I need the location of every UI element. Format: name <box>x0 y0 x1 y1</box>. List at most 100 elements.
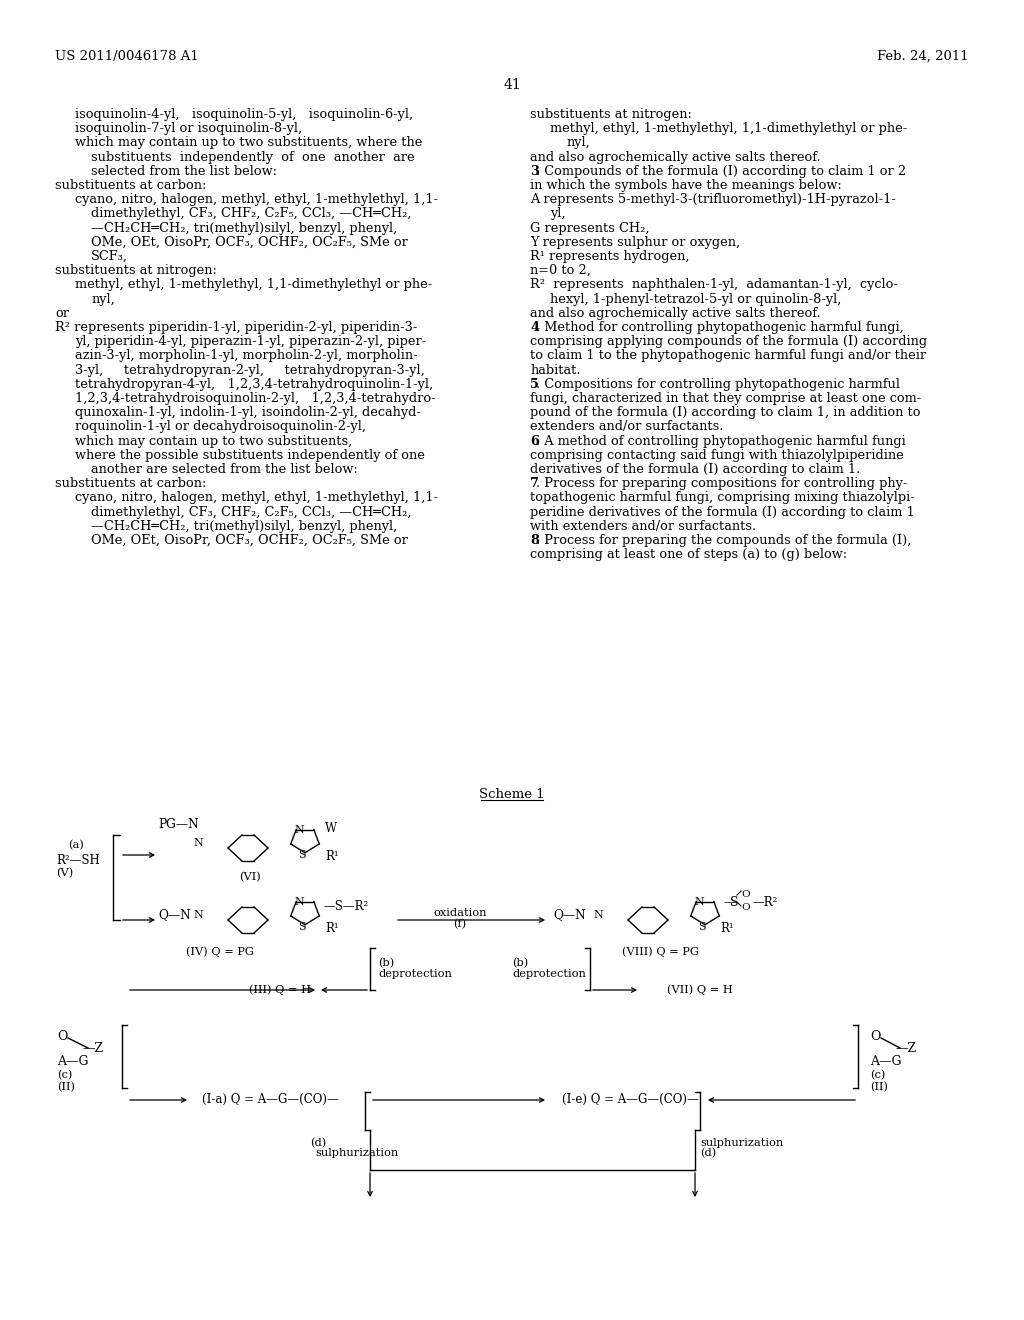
Text: O: O <box>57 1030 68 1043</box>
Text: sulphurization: sulphurization <box>315 1148 398 1158</box>
Text: N: N <box>294 898 304 907</box>
Text: R¹ represents hydrogen,: R¹ represents hydrogen, <box>530 249 689 263</box>
Text: tetrahydropyran-4-yl,   1,2,3,4-tetrahydroquinolin-1-yl,: tetrahydropyran-4-yl, 1,2,3,4-tetrahydro… <box>75 378 433 391</box>
Text: methyl, ethyl, 1-methylethyl, 1,1-dimethylethyl or phe-: methyl, ethyl, 1-methylethyl, 1,1-dimeth… <box>550 123 907 135</box>
Text: N: N <box>194 909 203 920</box>
Text: 3-yl,     tetrahydropyran-2-yl,     tetrahydropyran-3-yl,: 3-yl, tetrahydropyran-2-yl, tetrahydropy… <box>75 363 425 376</box>
Text: 3: 3 <box>530 165 539 178</box>
Text: N: N <box>694 898 703 907</box>
Text: O: O <box>870 1030 881 1043</box>
Text: A—G: A—G <box>57 1055 88 1068</box>
Text: N: N <box>593 909 603 920</box>
Text: S: S <box>298 921 306 932</box>
Text: 1,2,3,4-tetrahydroisoquinolin-2-yl,   1,2,3,4-tetrahydro-: 1,2,3,4-tetrahydroisoquinolin-2-yl, 1,2,… <box>75 392 435 405</box>
Text: O: O <box>741 890 750 899</box>
Text: W: W <box>325 822 337 836</box>
Text: with extenders and/or surfactants.: with extenders and/or surfactants. <box>530 520 756 533</box>
Text: . Compositions for controlling phytopathogenic harmful: . Compositions for controlling phytopath… <box>537 378 900 391</box>
Text: topathogenic harmful fungi, comprising mixing thiazolylpi-: topathogenic harmful fungi, comprising m… <box>530 491 914 504</box>
Text: PG—N: PG—N <box>158 818 199 832</box>
Text: —: — <box>723 896 735 909</box>
Text: pound of the formula (I) according to claim 1, in addition to: pound of the formula (I) according to cl… <box>530 407 921 420</box>
Text: (VI): (VI) <box>240 873 261 882</box>
Text: cyano, nitro, halogen, methyl, ethyl, 1-methylethyl, 1,1-: cyano, nitro, halogen, methyl, ethyl, 1-… <box>75 491 438 504</box>
Text: —CH₂CH═CH₂, tri(methyl)silyl, benzyl, phenyl,: —CH₂CH═CH₂, tri(methyl)silyl, benzyl, ph… <box>91 222 397 235</box>
Text: R²—SH: R²—SH <box>56 854 99 867</box>
Text: —R²: —R² <box>752 896 777 909</box>
Text: (II): (II) <box>870 1082 888 1093</box>
Text: extenders and/or surfactants.: extenders and/or surfactants. <box>530 420 723 433</box>
Text: sulphurization: sulphurization <box>700 1138 783 1148</box>
Text: Y represents sulphur or oxygen,: Y represents sulphur or oxygen, <box>530 236 740 248</box>
Text: O: O <box>741 903 750 912</box>
Text: 8: 8 <box>530 535 539 546</box>
Text: nyl,: nyl, <box>566 136 590 149</box>
Text: S: S <box>698 921 706 932</box>
Text: N: N <box>294 825 304 836</box>
Text: (III) Q = H: (III) Q = H <box>249 983 311 994</box>
Text: (f): (f) <box>454 919 467 929</box>
Text: 5: 5 <box>530 378 539 391</box>
Text: R¹: R¹ <box>325 921 339 935</box>
Text: OMe, OEt, OisoPr, OCF₃, OCHF₂, OC₂F₅, SMe or: OMe, OEt, OisoPr, OCF₃, OCHF₂, OC₂F₅, SM… <box>91 236 408 248</box>
Text: another are selected from the list below:: another are selected from the list below… <box>91 463 357 477</box>
Text: peridine derivatives of the formula (I) according to claim 1: peridine derivatives of the formula (I) … <box>530 506 914 519</box>
Text: 7: 7 <box>530 478 539 490</box>
Text: n=0 to 2,: n=0 to 2, <box>530 264 591 277</box>
Text: or: or <box>55 306 69 319</box>
Text: substituents  independently  of  one  another  are: substituents independently of one anothe… <box>91 150 415 164</box>
Text: yl, piperidin-4-yl, piperazin-1-yl, piperazin-2-yl, piper-: yl, piperidin-4-yl, piperazin-1-yl, pipe… <box>75 335 426 348</box>
Text: Q—N: Q—N <box>158 908 190 921</box>
Text: N: N <box>194 838 203 847</box>
Text: substituents at nitrogen:: substituents at nitrogen: <box>530 108 692 121</box>
Text: (I-a) Q = A—G—(CO)—: (I-a) Q = A—G—(CO)— <box>202 1093 338 1106</box>
Text: (IV) Q = PG: (IV) Q = PG <box>186 946 254 957</box>
Text: (VII) Q = H: (VII) Q = H <box>667 983 733 994</box>
Text: substituents at carbon:: substituents at carbon: <box>55 180 207 191</box>
Text: R¹: R¹ <box>720 921 733 935</box>
Text: selected from the list below:: selected from the list below: <box>91 165 278 178</box>
Text: fungi, characterized in that they comprise at least one com-: fungi, characterized in that they compri… <box>530 392 922 405</box>
Text: OMe, OEt, OisoPr, OCF₃, OCHF₂, OC₂F₅, SMe or: OMe, OEt, OisoPr, OCF₃, OCHF₂, OC₂F₅, SM… <box>91 535 408 546</box>
Text: Feb. 24, 2011: Feb. 24, 2011 <box>878 50 969 63</box>
Text: yl,: yl, <box>550 207 565 220</box>
Text: G represents CH₂,: G represents CH₂, <box>530 222 649 235</box>
Text: in which the symbols have the meanings below:: in which the symbols have the meanings b… <box>530 180 842 191</box>
Text: (b): (b) <box>512 958 528 969</box>
Text: (VIII) Q = PG: (VIII) Q = PG <box>622 946 698 957</box>
Text: methyl, ethyl, 1-methylethyl, 1,1-dimethylethyl or phe-: methyl, ethyl, 1-methylethyl, 1,1-dimeth… <box>75 279 432 292</box>
Text: . Process for preparing the compounds of the formula (I),: . Process for preparing the compounds of… <box>537 535 912 546</box>
Text: (II): (II) <box>57 1082 75 1093</box>
Text: R² represents piperidin-1-yl, piperidin-2-yl, piperidin-3-: R² represents piperidin-1-yl, piperidin-… <box>55 321 418 334</box>
Text: and also agrochemically active salts thereof.: and also agrochemically active salts the… <box>530 306 820 319</box>
Text: (d): (d) <box>310 1138 327 1148</box>
Text: dimethylethyl, CF₃, CHF₂, C₂F₅, CCl₃, —CH═CH₂,: dimethylethyl, CF₃, CHF₂, C₂F₅, CCl₃, —C… <box>91 506 412 519</box>
Text: (c): (c) <box>870 1071 886 1080</box>
Text: . Compounds of the formula (I) according to claim 1 or 2: . Compounds of the formula (I) according… <box>537 165 906 178</box>
Text: 4: 4 <box>530 321 539 334</box>
Text: —CH₂CH═CH₂, tri(methyl)silyl, benzyl, phenyl,: —CH₂CH═CH₂, tri(methyl)silyl, benzyl, ph… <box>91 520 397 533</box>
Text: isoquinolin-4-yl,   isoquinolin-5-yl,   isoquinolin-6-yl,: isoquinolin-4-yl, isoquinolin-5-yl, isoq… <box>75 108 413 121</box>
Text: A represents 5-methyl-3-(trifluoromethyl)-1H-pyrazol-1-: A represents 5-methyl-3-(trifluoromethyl… <box>530 193 896 206</box>
Text: which may contain up to two substituents, where the: which may contain up to two substituents… <box>75 136 422 149</box>
Text: S: S <box>298 850 306 861</box>
Text: (a): (a) <box>68 840 84 850</box>
Text: —Z: —Z <box>82 1041 103 1055</box>
Text: hexyl, 1-phenyl-tetrazol-5-yl or quinolin-8-yl,: hexyl, 1-phenyl-tetrazol-5-yl or quinoli… <box>550 293 842 306</box>
Text: where the possible substituents independently of one: where the possible substituents independ… <box>75 449 425 462</box>
Text: Scheme 1: Scheme 1 <box>479 788 545 801</box>
Text: oxidation: oxidation <box>433 908 486 917</box>
Text: R¹: R¹ <box>325 850 339 863</box>
Text: comprising at least one of steps (a) to (g) below:: comprising at least one of steps (a) to … <box>530 548 847 561</box>
Text: isoquinolin-7-yl or isoquinolin-8-yl,: isoquinolin-7-yl or isoquinolin-8-yl, <box>75 123 302 135</box>
Text: —S—R²: —S—R² <box>323 900 369 913</box>
Text: . Process for preparing compositions for controlling phy-: . Process for preparing compositions for… <box>537 478 908 490</box>
Text: deprotection: deprotection <box>512 969 586 979</box>
Text: which may contain up to two substituents,: which may contain up to two substituents… <box>75 434 352 447</box>
Text: S: S <box>730 896 738 909</box>
Text: A—G: A—G <box>870 1055 901 1068</box>
Text: and also agrochemically active salts thereof.: and also agrochemically active salts the… <box>530 150 820 164</box>
Text: (b): (b) <box>378 958 394 969</box>
Text: to claim 1 to the phytopathogenic harmful fungi and/or their: to claim 1 to the phytopathogenic harmfu… <box>530 350 926 363</box>
Text: dimethylethyl, CF₃, CHF₂, C₂F₅, CCl₃, —CH═CH₂,: dimethylethyl, CF₃, CHF₂, C₂F₅, CCl₃, —C… <box>91 207 412 220</box>
